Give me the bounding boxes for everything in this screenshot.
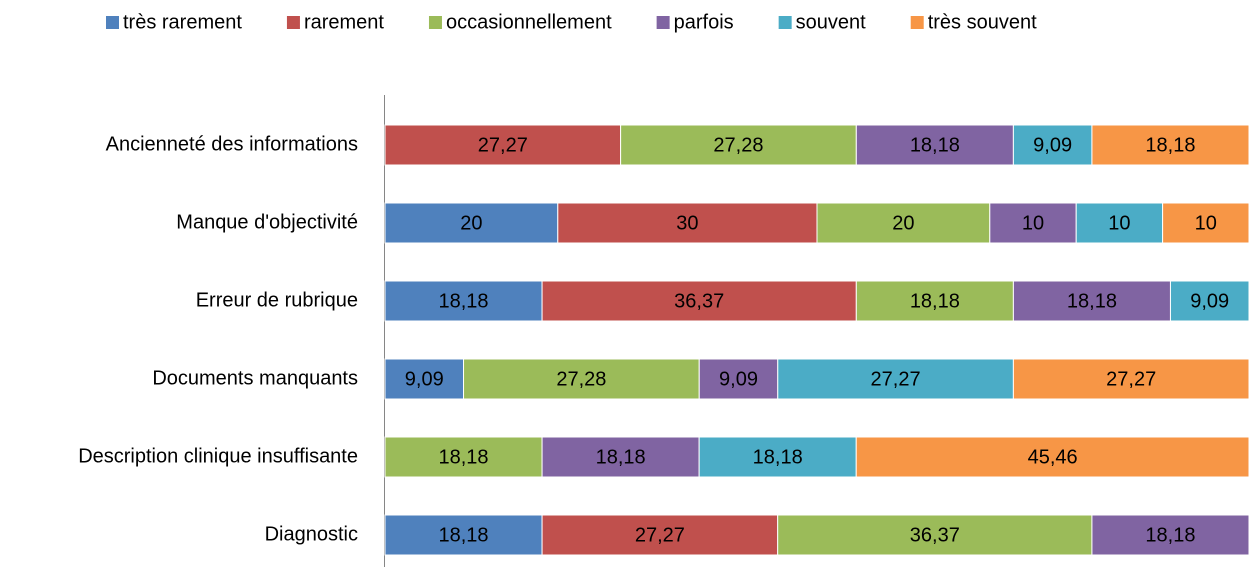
data-label: 18,18 [439,290,489,312]
legend-label: parfois [674,11,734,33]
data-label: 27,27 [1106,368,1156,390]
data-label: 18,18 [753,446,803,468]
bar-segment [1075,202,1164,244]
bar-segment [1012,358,1249,400]
data-label: 27,27 [478,134,528,156]
data-label: 45,46 [1028,446,1078,468]
data-label: 10 [1022,212,1044,234]
y-tick-label: Erreur de rubrique [196,289,358,311]
bar-segment [777,514,1093,556]
bar-segment [855,124,1014,166]
legend-swatch [106,16,119,29]
data-label: 20 [892,212,914,234]
bar-segment [384,436,543,478]
bar-segment [384,280,543,322]
bar-segment [855,280,1014,322]
legend-label: très rarement [123,11,242,33]
bar-segment [1091,514,1249,556]
bar-segment [620,124,857,166]
legend-swatch [778,16,792,29]
legend-label: souvent [796,11,866,33]
bar-segment [541,436,700,478]
legend-swatch [286,16,300,29]
y-tick-label: Description clinique insuffisante [78,445,358,467]
bar-segment [384,514,543,556]
bar-segment [855,436,1249,478]
data-label: 27,27 [871,368,921,390]
bar-segment [698,358,779,400]
y-tick-label: Documents manquants [152,367,358,389]
legend-swatch [656,16,670,29]
y-tick-label: Diagnostic [265,523,358,545]
data-label: 18,18 [1067,290,1117,312]
data-label: 9,09 [719,368,758,390]
legend-label: très souvent [928,11,1037,33]
bar-segment [384,358,465,400]
data-label: 27,27 [635,524,685,546]
data-label: 18,18 [1145,524,1195,546]
data-label: 18,18 [910,134,960,156]
bar-segment [816,202,991,244]
data-label: 27,28 [713,134,763,156]
legend-label: occasionnellement [446,11,612,33]
bar-segment [541,514,779,556]
bar-segment [384,202,559,244]
y-tick-label: Ancienneté des informations [106,133,358,155]
legend-swatch [428,16,442,29]
data-label: 10 [1108,212,1130,234]
data-label: 36,37 [910,524,960,546]
data-label: 20 [460,212,482,234]
legend-swatch [910,16,924,29]
bar-segment [557,202,818,244]
bar-segment [463,358,700,400]
data-label: 9,09 [1033,134,1072,156]
data-label: 18,18 [1145,134,1195,156]
legend-label: rarement [304,11,384,33]
data-label: 18,18 [439,446,489,468]
data-label: 27,28 [556,368,606,390]
data-label: 36,37 [674,290,724,312]
data-label: 9,09 [1190,290,1229,312]
data-label: 18,18 [439,524,489,546]
bar-segment [1169,280,1249,322]
data-label: 18,18 [910,290,960,312]
bar-segment [1091,124,1249,166]
y-tick-label: Manque d'objectivité [176,211,358,233]
data-label: 9,09 [405,368,444,390]
data-label: 30 [676,212,698,234]
data-label: 10 [1195,212,1217,234]
bar-segment [777,358,1014,400]
data-label: 18,18 [596,446,646,468]
